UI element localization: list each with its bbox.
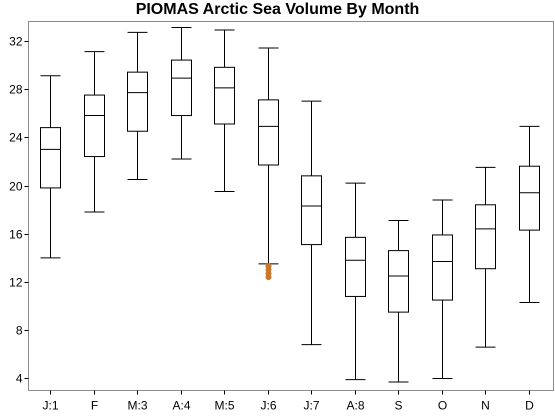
box-n: [475, 166, 496, 348]
iqr-box: [40, 127, 61, 189]
box-series: [40, 27, 540, 383]
y-axis: 4 8 12 16 20 24 28 32: [9, 35, 29, 386]
x-axis: J:1 F M:3 A:4 M:5 J:6 J:7 A:8 S O N D: [42, 390, 534, 413]
x-tick-label: F: [91, 399, 98, 413]
x-tick-label: A:4: [172, 399, 190, 413]
x-tick-label: A:8: [346, 399, 364, 413]
x-tick-label: D: [525, 399, 534, 413]
iqr-box: [258, 99, 279, 166]
iqr-box: [171, 59, 192, 117]
iqr-box: [127, 71, 148, 132]
x-tick-label: S: [394, 399, 402, 413]
iqr-box: [84, 94, 105, 158]
x-tick-label: J:6: [260, 399, 276, 413]
box-j-7: [301, 100, 322, 346]
iqr-box: [388, 250, 409, 313]
y-tick-label: 32: [9, 35, 23, 49]
box-a-4: [171, 27, 192, 160]
chart-title: PIOMAS Arctic Sea Volume By Month: [135, 1, 420, 18]
plot-frame: [28, 21, 554, 391]
iqr-box: [475, 204, 496, 270]
box-o: [432, 199, 453, 379]
y-tick-label: 20: [9, 180, 23, 194]
y-tick-label: 24: [9, 131, 23, 145]
box-d: [519, 125, 540, 303]
x-tick-label: M:3: [127, 399, 147, 413]
y-tick-label: 12: [9, 276, 23, 290]
box-s: [388, 219, 409, 383]
y-tick-label: 4: [16, 372, 23, 386]
iqr-box: [519, 165, 540, 231]
box-j-6: [258, 47, 279, 281]
x-tick-label: J:1: [42, 399, 58, 413]
x-tick-label: J:7: [303, 399, 319, 413]
iqr-box: [214, 66, 235, 125]
box-m-3: [127, 31, 148, 180]
y-tick-label: 16: [9, 228, 23, 242]
y-tick-label: 28: [9, 83, 23, 97]
iqr-box: [345, 236, 366, 297]
iqr-box: [432, 234, 453, 301]
box-a-8: [345, 182, 366, 381]
x-tick-label: O: [438, 399, 447, 413]
outlier-point: [265, 274, 272, 281]
box-j-1: [40, 75, 61, 259]
iqr-box: [301, 175, 322, 246]
y-tick-label: 8: [16, 324, 23, 338]
box-m-5: [214, 29, 235, 193]
x-tick-label: M:5: [214, 399, 234, 413]
x-tick-label: N: [481, 399, 490, 413]
box-f: [84, 51, 105, 213]
